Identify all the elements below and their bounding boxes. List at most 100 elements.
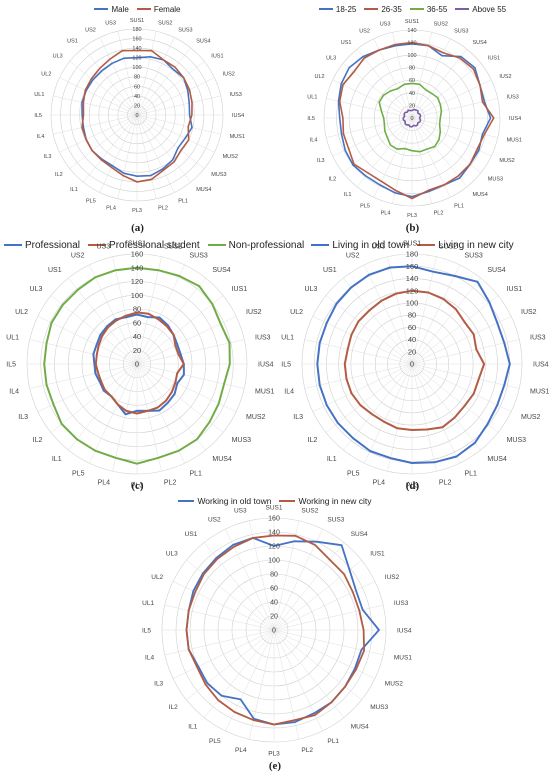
grid-spoke <box>325 295 413 365</box>
tick-label: 60 <box>134 84 140 90</box>
grid-spoke <box>89 363 138 464</box>
tick-label: 160 <box>268 515 280 522</box>
axis-label: PL3 <box>132 208 142 214</box>
tick-label: 80 <box>270 571 278 578</box>
tick-label: 120 <box>407 40 416 46</box>
tick-label: 140 <box>132 46 141 52</box>
axis-label: MUS4 <box>212 456 232 463</box>
axis-label: IUS4 <box>258 361 274 368</box>
grid-spoke <box>172 629 275 679</box>
grid-spoke <box>343 277 413 365</box>
axis-label: SUS4 <box>351 531 368 538</box>
legend-label: Living in new city <box>438 239 514 251</box>
axis-label: IL2 <box>169 704 178 711</box>
grid-spoke <box>136 114 215 153</box>
axis-label: UL1 <box>34 92 44 98</box>
legend-c: Professional Professional student Non-prof… <box>0 238 304 251</box>
grid-spoke <box>203 629 275 718</box>
grid-spoke <box>273 520 300 631</box>
grid-spoke <box>136 277 206 365</box>
axis-label: SUS3 <box>327 517 344 524</box>
tick-label: 0 <box>410 360 414 369</box>
axis-label: UL1 <box>6 335 19 342</box>
axis-label: IL1 <box>70 187 78 193</box>
grid-spoke <box>164 604 275 631</box>
panel-label-d: (d) <box>405 480 420 492</box>
grid-spoke <box>59 77 138 116</box>
grid-spoke <box>387 363 413 472</box>
grid-spoke <box>411 363 512 412</box>
grid-spoke <box>304 339 413 365</box>
axis-label: UL3 <box>166 551 178 558</box>
grid-spoke <box>356 117 413 187</box>
grid-spoke <box>29 363 138 389</box>
legend-swatch <box>88 244 107 246</box>
legend-label: Female <box>153 4 181 14</box>
grid-spoke <box>225 528 275 631</box>
tick-label: 60 <box>133 318 141 327</box>
tick-label: 40 <box>408 335 416 344</box>
axis-label: IUS2 <box>223 72 235 78</box>
series-line-above-55 <box>402 108 422 128</box>
grid-spoke <box>312 316 413 365</box>
legend-swatch <box>207 244 226 246</box>
axis-label: IL3 <box>317 158 325 164</box>
grid-spoke <box>172 581 275 631</box>
axis-label: PL4 <box>106 206 116 212</box>
legend-b: 18-25 26-35 36-55 Above 55 <box>275 3 550 14</box>
axis-label: IUS1 <box>488 55 500 61</box>
grid-spoke <box>343 62 413 119</box>
grid-spoke <box>411 363 460 464</box>
grid-spoke <box>136 363 237 412</box>
axis-label: UL2 <box>290 309 303 316</box>
grid-spoke <box>411 117 451 198</box>
legend-label: Non-professional <box>228 239 305 251</box>
grid-spoke <box>136 47 191 116</box>
grid-spoke <box>99 37 138 116</box>
axis-label: UL1 <box>307 94 317 100</box>
axis-label: SUS2 <box>434 21 448 27</box>
radar-panel-b: 18-25 26-35 36-55 Above 55 0 20 40 60 80 100 120 1… <box>275 0 550 240</box>
axis-label: IL3 <box>18 414 28 421</box>
axis-label: MUS1 <box>507 138 522 144</box>
legend-item: Professional student <box>88 240 200 251</box>
axis-label: MUS2 <box>521 414 541 421</box>
tick-label: 140 <box>131 263 144 272</box>
grid-spoke <box>273 629 300 740</box>
axis-label: MUS2 <box>223 154 238 160</box>
series-line-living-in-new-city <box>343 289 486 431</box>
grid-spoke <box>343 363 413 451</box>
tick-label: 80 <box>408 311 416 320</box>
tick-label: 40 <box>133 332 141 341</box>
axis-label: PL5 <box>360 203 370 209</box>
grid-spoke <box>136 95 221 116</box>
axis-label: IUS1 <box>211 54 223 60</box>
grid-spoke <box>136 77 215 116</box>
axis-label: SUS1 <box>405 19 419 25</box>
axis-label: SUS4 <box>212 267 230 274</box>
tick-label: 0 <box>135 113 138 119</box>
axis-label: UL1 <box>142 600 154 607</box>
tick-label: 100 <box>406 299 419 308</box>
axis-label: SUS4 <box>196 39 210 45</box>
axis-label: IL5 <box>307 116 315 122</box>
legend-swatch <box>279 500 296 502</box>
axis-label: PL2 <box>439 479 452 486</box>
axis-label: IL4 <box>9 388 19 395</box>
axis-label: UL2 <box>41 72 51 78</box>
axis-label: MUS1 <box>255 388 275 395</box>
grid-spoke <box>411 363 520 389</box>
radar-panel-e: Working in old town Working in new city 0… <box>137 492 413 778</box>
grid-spoke <box>99 114 138 193</box>
axis-label: SUS3 <box>454 29 468 35</box>
tick-label: 180 <box>132 27 141 33</box>
tick-label: 0 <box>410 116 413 122</box>
legend-item: 26-35 <box>364 5 402 14</box>
tick-label: 120 <box>132 56 141 62</box>
axis-label: SUS3 <box>178 27 192 33</box>
axis-label: PL4 <box>381 211 391 217</box>
axis-label: MUS2 <box>499 158 514 164</box>
legend-swatch <box>409 8 424 10</box>
series-line-professional-student <box>94 311 185 415</box>
axis-label: IUS2 <box>385 574 400 581</box>
